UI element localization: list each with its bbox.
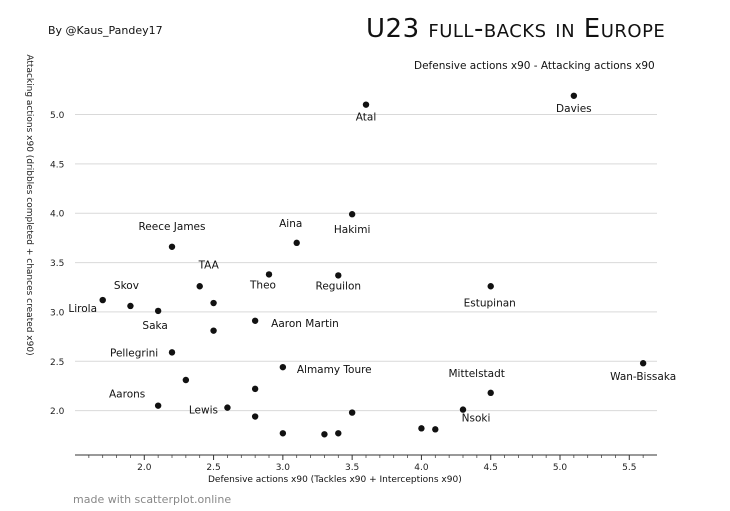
data-point: [348, 409, 356, 416]
point-label: Mittelstadt: [449, 368, 505, 380]
y-tick-label: 5.0: [50, 111, 65, 121]
y-tick-label: 3.5: [50, 259, 64, 269]
y-tick-label: 4.0: [50, 210, 65, 220]
point-label: Lirola: [68, 303, 97, 315]
data-point: [321, 431, 328, 438]
data-point: [127, 302, 134, 310]
data-point: [335, 272, 342, 279]
data-point: [251, 413, 259, 420]
chart-subtitle: Defensive actions x90 - Attacking action…: [414, 60, 655, 72]
point-label: Aaron Martin: [271, 318, 339, 330]
point-label: Aarons: [109, 389, 145, 401]
point-label: Skov: [114, 280, 139, 292]
data-point: [335, 430, 342, 437]
point-label: Hakimi: [334, 224, 370, 236]
point-label: Nsoki: [462, 413, 491, 425]
author-credit: By @Kaus_Pandey17: [48, 24, 163, 37]
point-label: TAA: [198, 259, 220, 271]
data-point: [154, 402, 162, 409]
y-tick-label: 2.5: [50, 358, 64, 368]
x-tick-label: 2.0: [137, 463, 152, 473]
data-point: [251, 385, 259, 393]
x-tick-label: 5.5: [622, 463, 636, 473]
point-label: Almamy Toure: [297, 364, 372, 376]
x-tick-label: 4.5: [484, 463, 498, 473]
point-label: Reece James: [138, 221, 205, 233]
data-point: [279, 430, 287, 437]
data-point: [570, 92, 578, 99]
data-point: [210, 327, 217, 334]
x-tick-label: 2.5: [206, 463, 220, 473]
data-point: [487, 283, 494, 290]
chart-title: U23 full-backs in Europe: [366, 14, 666, 44]
y-tick-label: 4.5: [50, 160, 64, 170]
data-point: [196, 283, 203, 290]
data-point: [639, 360, 647, 367]
data-point: [293, 239, 300, 247]
data-point: [224, 404, 231, 411]
x-tick-label: 3.5: [345, 463, 359, 473]
x-tick-label: 4.0: [414, 463, 429, 473]
footer-credit: made with scatterplot.online: [73, 493, 232, 506]
data-point: [265, 271, 273, 278]
y-tick-label: 2.0: [50, 407, 65, 417]
x-tick-label: 3.0: [276, 463, 291, 473]
point-label: Wan-Bissaka: [610, 371, 676, 383]
data-point: [418, 425, 425, 432]
point-label: Saka: [142, 320, 167, 332]
data-point: [487, 389, 494, 397]
data-point: [99, 296, 106, 304]
point-label: Pellegrini: [110, 347, 158, 359]
y-axis-label: Attacking actions x90 (dribbles complete…: [24, 54, 34, 355]
data-point: [251, 317, 259, 324]
data-point: [168, 243, 176, 250]
point-label: Estupinan: [464, 297, 516, 309]
data-point: [210, 299, 217, 307]
point-label: Atal: [356, 112, 376, 124]
y-tick-label: 3.0: [50, 308, 65, 318]
data-point: [154, 307, 162, 315]
data-point: [279, 363, 287, 371]
x-axis-label: Defensive actions x90 (Tackles x90 + Int…: [208, 475, 462, 485]
point-label: Davies: [556, 103, 592, 115]
data-point: [348, 211, 356, 218]
point-label: Aina: [279, 218, 302, 230]
data-point: [182, 376, 190, 384]
x-tick-label: 5.0: [553, 463, 568, 473]
point-label: Theo: [249, 279, 276, 291]
data-point: [432, 426, 439, 433]
data-point: [459, 406, 467, 413]
data-point: [362, 101, 370, 108]
point-label: Reguilon: [316, 280, 362, 292]
point-label: Lewis: [189, 405, 218, 417]
data-point: [168, 349, 176, 356]
